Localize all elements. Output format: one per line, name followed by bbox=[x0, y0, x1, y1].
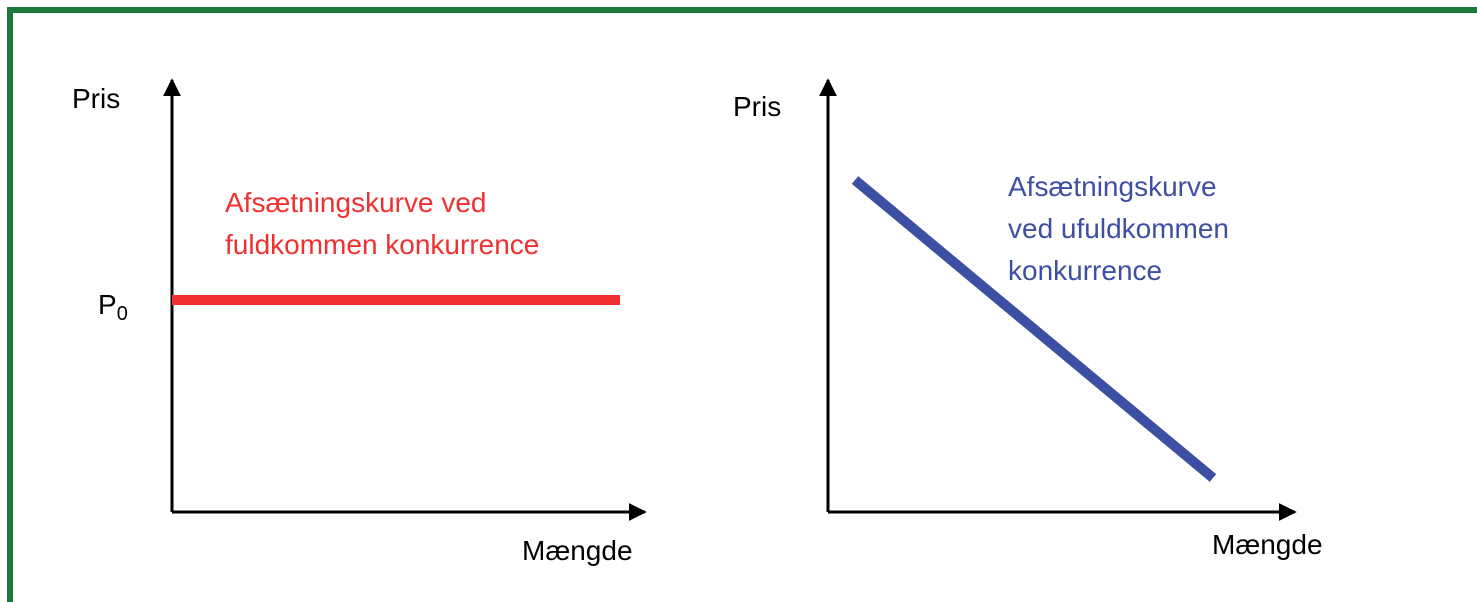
y-axis-label: Pris bbox=[72, 83, 120, 114]
curve-label: ved ufuldkommen bbox=[1008, 213, 1229, 244]
y-axis-label: Pris bbox=[733, 91, 781, 122]
price-main: P bbox=[98, 289, 117, 320]
demand-curve bbox=[851, 176, 1217, 482]
curve-label: Afsætningskurve ved bbox=[225, 187, 486, 218]
curve-label: fuldkommen konkurrence bbox=[225, 229, 539, 260]
panel-right: Pris Mængde Afsætningskurve ved ufuldkom… bbox=[733, 78, 1323, 560]
curve-label: Afsætningskurve bbox=[1008, 171, 1217, 202]
frame bbox=[7, 7, 1477, 602]
curve-label: konkurrence bbox=[1008, 255, 1162, 286]
panel-left: Pris Mængde P0 Afsætningskurve ved fuldk… bbox=[72, 78, 647, 566]
x-axis-label: Mængde bbox=[522, 535, 633, 566]
price-sub: 0 bbox=[117, 303, 128, 325]
x-axis-label: Mængde bbox=[1212, 529, 1323, 560]
price-label: P0 bbox=[98, 289, 128, 325]
